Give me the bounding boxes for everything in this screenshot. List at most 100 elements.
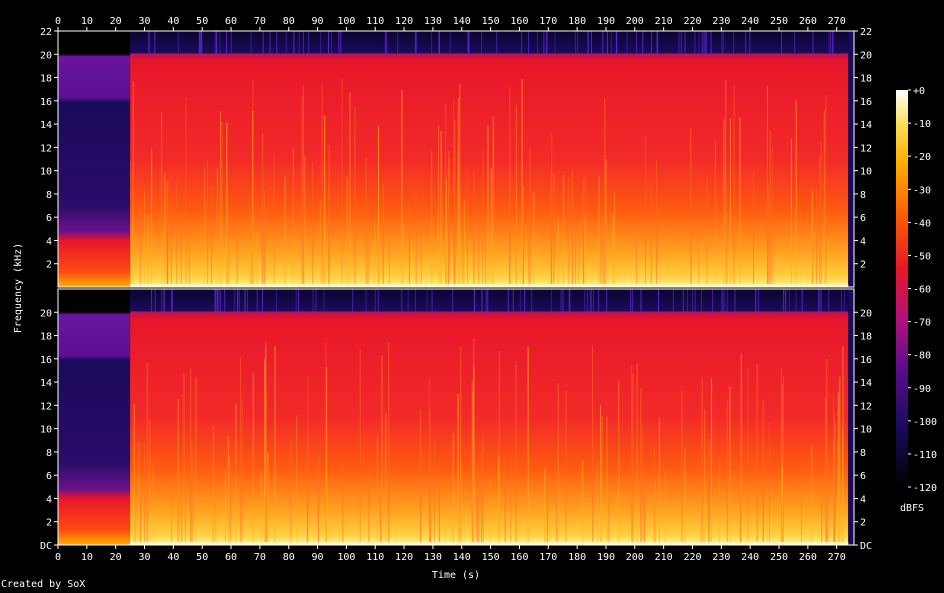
transient-streak <box>644 136 646 287</box>
colorbar-tick-label: -50 <box>913 251 931 262</box>
transient-streak <box>756 364 758 545</box>
transient-streak <box>471 380 473 545</box>
transient-streak <box>431 150 433 287</box>
transient-streak <box>143 189 145 287</box>
hf-tick <box>528 31 530 55</box>
hf-tick <box>812 31 814 55</box>
transient-streak <box>768 184 770 287</box>
transient-streak <box>476 496 478 545</box>
hf-tick <box>161 289 163 313</box>
transient-streak <box>263 190 265 287</box>
hf-tick <box>200 31 202 55</box>
x-tick-label-bottom: 70 <box>254 552 266 563</box>
transient-streak <box>656 160 658 287</box>
transient-streak <box>454 120 456 288</box>
x-tick-label-bottom: 0 <box>55 552 61 563</box>
hf-tick <box>250 31 252 55</box>
hf-tick <box>682 289 684 313</box>
hf-tick <box>626 31 628 55</box>
hf-tick <box>684 31 686 55</box>
transient-streak <box>800 498 802 545</box>
hf-tick <box>426 289 428 313</box>
hf-tick <box>642 31 644 55</box>
transient-streak <box>440 131 442 287</box>
y-tick-label-right: 18 <box>860 332 872 343</box>
hf-tick <box>414 289 416 313</box>
transient-streak <box>325 469 327 545</box>
transient-streak <box>307 375 309 545</box>
transient-streak <box>219 111 221 287</box>
transient-streak <box>726 211 728 287</box>
hf-tick <box>843 289 845 313</box>
transient-streak <box>584 216 586 287</box>
hf-tick <box>701 31 703 55</box>
x-tick-label-top: 260 <box>799 16 817 27</box>
hf-tick <box>323 289 325 313</box>
transient-streak <box>188 217 190 287</box>
hf-tick <box>339 31 341 55</box>
hf-tick <box>276 289 278 313</box>
transient-streak <box>550 168 552 287</box>
hf-tick <box>678 31 680 55</box>
transient-streak <box>640 388 642 545</box>
y-tick-label-left: 4 <box>46 494 52 505</box>
hf-tick <box>560 289 562 313</box>
transient-streak <box>697 218 699 287</box>
x-tick-label-top: 110 <box>366 16 384 27</box>
colorbar-label: dBFS <box>900 503 924 514</box>
x-tick-label-bottom: 130 <box>424 552 442 563</box>
colorbar-tick-label: -120 <box>913 483 937 494</box>
hf-tick <box>154 31 156 55</box>
transient-streak <box>781 384 783 545</box>
transient-streak <box>472 391 474 545</box>
dc-band <box>130 284 849 287</box>
transient-streak <box>596 462 598 545</box>
x-tick-label-top: 130 <box>424 16 442 27</box>
transient-streak <box>582 459 584 545</box>
transient-streak <box>140 493 142 545</box>
hf-tick <box>701 289 703 313</box>
transient-streak <box>317 454 319 545</box>
transient-streak <box>504 462 506 545</box>
transient-streak <box>420 204 422 287</box>
hf-tick <box>467 31 469 55</box>
transient-streak <box>252 373 254 545</box>
y-tick-label-left: 8 <box>46 448 52 459</box>
y-tick-label-right: 20 <box>860 308 872 319</box>
transient-streak <box>346 177 348 287</box>
transient-streak <box>446 228 448 287</box>
transient-streak <box>240 357 242 545</box>
hf-tick <box>177 31 179 55</box>
y-tick-label-left: 16 <box>40 97 52 108</box>
hf-tick <box>330 31 332 55</box>
transient-streak <box>408 199 410 287</box>
transient-streak <box>811 444 813 545</box>
x-tick-label-bottom: 50 <box>196 552 208 563</box>
credit-text: Created by SoX <box>1 579 86 590</box>
hf-tick <box>636 31 638 55</box>
transient-streak <box>302 85 304 287</box>
transient-streak <box>821 481 823 545</box>
transient-streak <box>207 159 209 287</box>
hf-tick <box>712 289 714 313</box>
x-tick-label-top: 220 <box>683 16 701 27</box>
transient-streak <box>135 466 137 545</box>
hf-tick <box>640 289 642 313</box>
hf-tick <box>694 31 696 55</box>
transient-streak <box>643 484 645 545</box>
hf-tick <box>151 289 153 313</box>
hf-tick <box>302 31 304 55</box>
transient-streak <box>368 467 370 545</box>
transient-streak <box>144 443 146 545</box>
hf-tick <box>680 31 682 55</box>
transient-streak <box>762 399 764 545</box>
transient-streak <box>445 179 447 287</box>
hf-tick <box>703 31 705 55</box>
colorbar-tick-label: -100 <box>913 417 937 428</box>
colorbar-tick-label: -60 <box>913 285 931 296</box>
hf-tick <box>415 31 417 55</box>
hf-tick <box>656 31 658 55</box>
hf-tick <box>788 289 790 313</box>
transient-streak <box>790 139 792 287</box>
hf-tick <box>672 289 674 313</box>
